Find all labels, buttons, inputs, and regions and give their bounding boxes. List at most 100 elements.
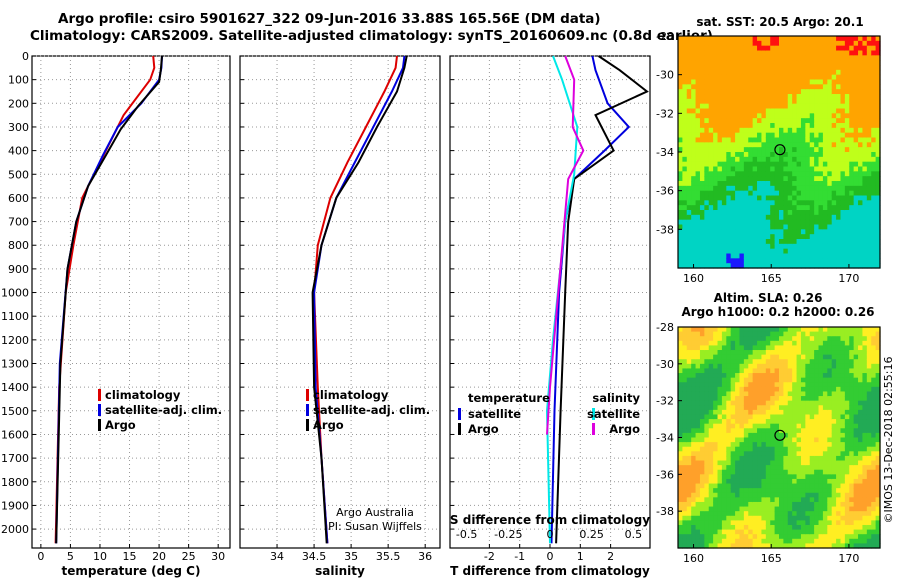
map-cell	[792, 263, 798, 269]
map-cell	[814, 214, 820, 221]
map-cell	[713, 200, 719, 206]
map-cell	[800, 483, 806, 489]
map-cell	[726, 65, 732, 71]
map-cell	[770, 156, 776, 163]
map-cell	[787, 50, 793, 56]
map-cell	[748, 248, 754, 255]
map-cell	[691, 354, 697, 360]
map-cell	[796, 171, 802, 177]
map-cell	[792, 437, 798, 443]
map-cell	[862, 200, 868, 206]
map-cell	[792, 108, 798, 114]
map-cell	[844, 55, 850, 61]
map-cell	[787, 156, 793, 163]
map-cell	[761, 181, 767, 187]
map-x-tick-label: 165	[761, 552, 782, 565]
map-cell	[866, 382, 872, 388]
map-cell	[871, 36, 877, 42]
map-cell	[862, 142, 868, 148]
map-cell	[765, 98, 771, 105]
map-cell	[787, 74, 793, 81]
map-cell	[783, 437, 789, 443]
map-cell	[765, 152, 771, 158]
map-cell	[721, 327, 727, 333]
map-cell	[831, 171, 837, 177]
map-cell	[739, 195, 745, 201]
map-cell	[717, 127, 723, 134]
map-cell	[866, 400, 872, 406]
map-cell	[783, 224, 789, 230]
map-cell	[836, 55, 842, 61]
map-cell	[853, 331, 859, 337]
map-cell	[743, 368, 749, 374]
map-cell	[699, 147, 705, 153]
map-cell	[682, 123, 688, 129]
map-cell	[787, 432, 793, 439]
map-cell	[779, 60, 784, 66]
map-cell	[849, 515, 855, 521]
map-cell	[862, 176, 868, 182]
map-cell	[735, 350, 741, 356]
map-cell	[831, 451, 837, 457]
map-cell	[726, 152, 732, 158]
map-cell	[836, 400, 842, 406]
map-cell	[787, 373, 793, 379]
map-cell	[818, 137, 824, 143]
map-cell	[787, 137, 793, 143]
map-cell	[713, 396, 719, 402]
map-cell	[822, 363, 828, 370]
map-cell	[726, 161, 732, 168]
map-cell	[862, 340, 868, 347]
map-cell	[739, 224, 745, 230]
map-cell	[871, 483, 877, 489]
map-cell	[686, 113, 692, 119]
map-cell	[721, 474, 727, 480]
map-cell	[752, 79, 758, 85]
map-cell	[774, 258, 780, 264]
map-cell	[704, 127, 710, 134]
map-cell	[765, 142, 771, 148]
map-cell	[721, 396, 727, 402]
map-cell	[800, 524, 806, 531]
map-cell	[743, 414, 749, 420]
map-cell	[858, 113, 864, 119]
map-cell	[708, 176, 714, 182]
map-cell	[708, 373, 714, 379]
map-cell	[708, 210, 714, 216]
map-cell	[866, 419, 872, 425]
map-cell	[761, 405, 767, 411]
map-cell	[818, 327, 824, 333]
map-cell	[704, 488, 710, 494]
map-cell	[717, 123, 723, 129]
map-cell	[708, 529, 714, 535]
map-cell	[721, 469, 727, 475]
map-cell	[757, 442, 763, 448]
map-cell	[853, 181, 859, 187]
map-cell	[796, 142, 802, 148]
map-cell	[743, 446, 749, 452]
map-cell	[699, 327, 705, 333]
map-cell	[774, 382, 780, 388]
map-cell	[695, 488, 701, 494]
map-cell	[739, 382, 745, 388]
map-cell	[765, 465, 771, 471]
map-cell	[704, 195, 710, 201]
map-cell	[840, 152, 846, 158]
map-cell	[695, 350, 701, 356]
map-cell	[704, 65, 710, 71]
map-cell	[822, 161, 828, 168]
map-cell	[757, 428, 763, 434]
map-cell	[858, 465, 864, 471]
map-cell	[678, 258, 683, 264]
map-cell	[726, 171, 732, 177]
map-cell	[818, 492, 824, 498]
map-cell	[796, 340, 802, 347]
map-cell	[871, 171, 877, 177]
map-cell	[858, 409, 864, 416]
map-cell	[726, 501, 732, 508]
map-cell	[721, 354, 727, 360]
map-cell	[818, 400, 824, 406]
map-cell	[695, 331, 701, 337]
map-cell	[858, 529, 864, 535]
map-cell	[792, 84, 798, 90]
